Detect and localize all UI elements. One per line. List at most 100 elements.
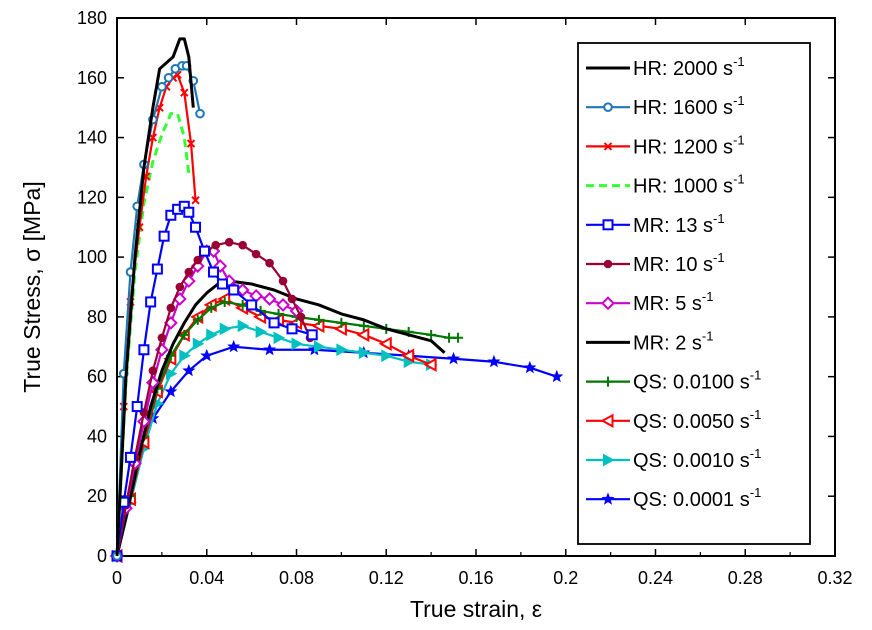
data-point [313, 340, 326, 354]
data-point [276, 298, 290, 312]
legend-entry: QS: 0.0050 s-1 [586, 407, 761, 433]
series-line [115, 37, 195, 557]
x-tick-label: 0.08 [279, 568, 314, 588]
data-point [207, 266, 219, 278]
data-point [238, 240, 247, 250]
y-tick-label: 0 [97, 546, 107, 566]
legend: HR: 2000 s-1 HR: 1600 s-1 HR: 1200 s-1 HR: … [577, 42, 811, 545]
data-point [273, 331, 286, 345]
legend-entry: HR: 1200 s-1 [586, 132, 745, 158]
data-point [358, 320, 369, 331]
data-point [423, 357, 437, 372]
data-point [237, 319, 250, 333]
series-0 [115, 37, 195, 557]
legend-entry: QS: 0.0010 s-1 [586, 446, 761, 472]
legend-entry: HR: 1000 s-1 [586, 172, 745, 198]
x-axis-label: True strain, ε [410, 596, 542, 622]
data-point [184, 267, 194, 277]
ticks: 0 0.04 0.08 0.12 0.16 0.2 0.24 0.28 0.32 0 20 40 60 8… [77, 8, 853, 588]
legend-entry: HR: 1600 s-1 [586, 93, 745, 119]
y-tick-label: 160 [77, 68, 107, 88]
data-point [165, 367, 178, 381]
data-point [163, 72, 174, 83]
legend-entry: QS: 0.0001 s-1 [586, 485, 761, 511]
data-point [265, 258, 274, 268]
data-point [219, 296, 230, 307]
series-layer [109, 37, 564, 564]
data-point [550, 369, 564, 383]
legend-marker [603, 142, 613, 151]
data-point [165, 209, 177, 221]
legend-entry: QS: 0.0100 s-1 [586, 368, 761, 394]
series-3 [115, 112, 191, 557]
data-point [227, 339, 241, 353]
legend-label: QS: 0.0050 s-1 [633, 407, 761, 433]
legend-entry: MR: 13 s-1 [586, 211, 725, 237]
data-point [206, 328, 218, 342]
y-tick-label: 20 [87, 486, 107, 506]
data-point [199, 245, 211, 257]
data-point [186, 139, 196, 148]
data-point [523, 360, 537, 374]
data-point [124, 451, 136, 463]
legend-label: MR: 10 s-1 [633, 250, 725, 276]
legend-marker [603, 259, 613, 269]
x-tick-label: 0.16 [458, 568, 493, 588]
data-point [148, 366, 158, 375]
x-tick-label: 0.12 [369, 568, 404, 588]
data-point [157, 333, 167, 343]
data-point [268, 317, 280, 329]
data-point [255, 325, 268, 339]
legend-marker [601, 492, 615, 505]
legend-label: QS: 0.0010 s-1 [633, 446, 761, 472]
series-line [115, 112, 191, 557]
data-point [453, 332, 464, 343]
data-point [190, 221, 202, 233]
y-axis-label: True Stress, σ [MPa] [19, 181, 45, 392]
data-point [336, 317, 347, 328]
legend-marker [603, 102, 613, 112]
data-point [175, 282, 185, 292]
data-point [206, 302, 217, 313]
data-point [164, 384, 178, 398]
legend-marker [603, 376, 613, 387]
legend-label: HR: 1000 s-1 [633, 172, 745, 198]
data-point [216, 278, 228, 290]
legend-marker [602, 219, 614, 231]
data-point [219, 322, 232, 336]
x-tick-label: 0.24 [638, 568, 673, 588]
data-point [192, 314, 203, 325]
x-tick-label: 0.28 [728, 568, 763, 588]
legend-entry: MR: 2 s-1 [586, 328, 713, 354]
data-point [401, 348, 415, 363]
x-tick-label: 0.04 [189, 568, 224, 588]
data-point [237, 299, 248, 310]
data-point [313, 314, 324, 325]
data-point [291, 337, 304, 351]
legend-label: QS: 0.0100 s-1 [633, 368, 761, 394]
legend-label: HR: 2000 s-1 [633, 54, 745, 80]
data-point [246, 299, 258, 311]
data-point [358, 346, 371, 360]
data-point [378, 336, 392, 351]
x-tick-label: 0.2 [553, 568, 578, 588]
legend-entry: HR: 2000 s-1 [586, 54, 745, 80]
data-point [426, 329, 437, 340]
data-point [381, 349, 393, 363]
data-point [151, 263, 163, 275]
data-point [224, 237, 234, 247]
data-point [336, 343, 348, 357]
legend-marker [600, 413, 614, 428]
data-point [166, 303, 176, 313]
data-point [179, 329, 190, 340]
data-point [287, 294, 297, 304]
legend-marker [603, 453, 615, 467]
legend-entry: MR: 10 s-1 [586, 250, 725, 276]
legend-marker [601, 296, 615, 311]
data-point [200, 348, 214, 362]
data-point [273, 308, 284, 319]
data-point [444, 332, 455, 343]
data-point [251, 249, 261, 259]
data-point [179, 349, 191, 363]
